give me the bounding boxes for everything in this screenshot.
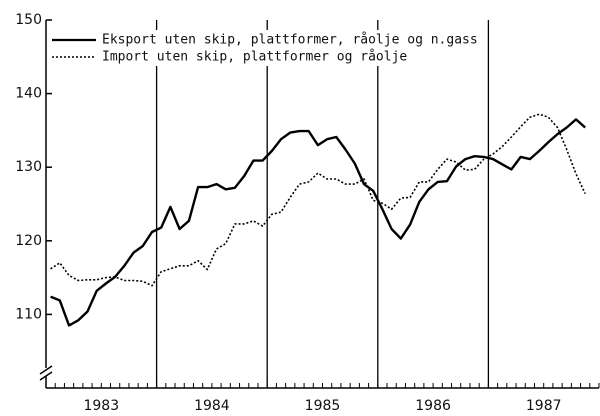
x-tick-label: 1985 xyxy=(305,398,341,414)
legend-box xyxy=(50,30,470,66)
x-tick-label: 1983 xyxy=(83,398,119,414)
legend-label: Import uten skip, plattformer og råolje xyxy=(102,50,407,65)
x-tick-label: 1987 xyxy=(526,398,562,414)
y-tick-label: 110 xyxy=(15,306,42,322)
legend-label: Eksport uten skip, plattformer, råolje o… xyxy=(102,33,478,48)
series-line xyxy=(50,118,586,327)
axis-break xyxy=(39,365,53,375)
x-tick-label: 1984 xyxy=(194,398,230,414)
x-tick-label: 1986 xyxy=(415,398,451,414)
series-line xyxy=(50,113,586,287)
y-tick-label: 120 xyxy=(15,233,42,249)
y-tick-label: 150 xyxy=(15,12,42,28)
y-tick-label: 140 xyxy=(15,86,42,102)
axes xyxy=(39,20,599,389)
y-tick-label: 130 xyxy=(15,159,42,175)
